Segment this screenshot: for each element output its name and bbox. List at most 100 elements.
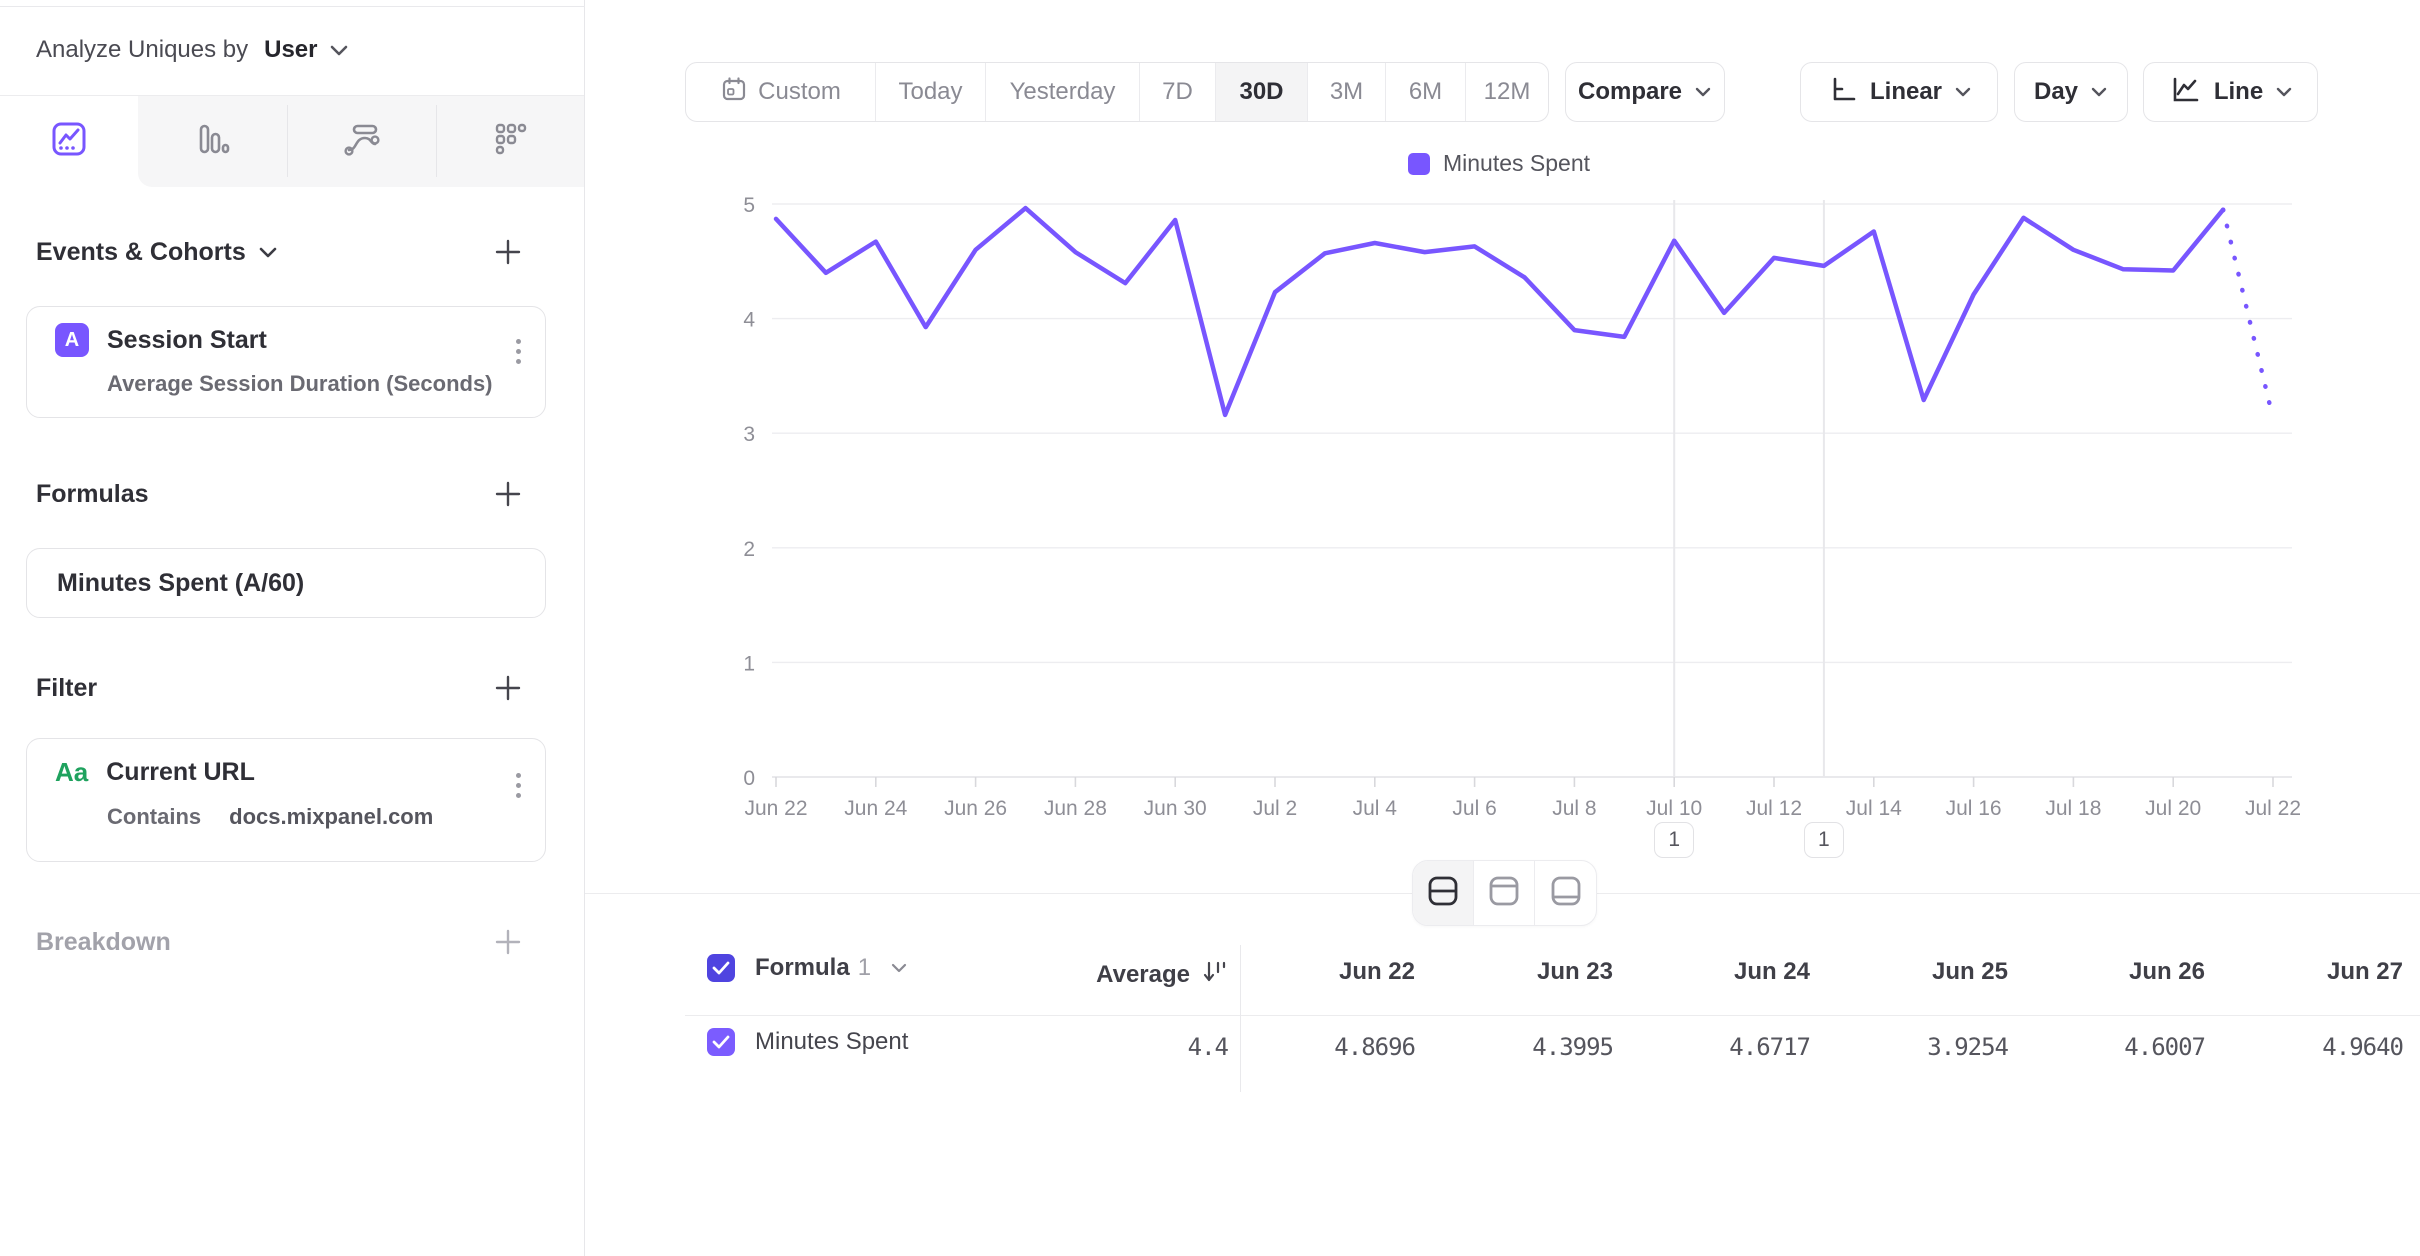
event-card-session-start[interactable]: A Session Start Average Session Duration… [26, 306, 546, 418]
date-range-label: 12M [1483, 78, 1531, 105]
x-axis-tick-label: Jun 30 [1144, 797, 1207, 820]
divider [436, 105, 437, 177]
x-axis-tick-label: Jul 6 [1452, 797, 1496, 820]
formula-group-label[interactable]: Formula [755, 954, 850, 981]
analyze-uniques-selector[interactable]: User [264, 36, 318, 63]
tab-retention[interactable] [436, 96, 584, 187]
breakdown-header: Breakdown [36, 926, 171, 958]
formulas-title: Formulas [36, 479, 149, 508]
y-axis-tick-label: 3 [743, 423, 755, 446]
granularity-selector-button[interactable]: Day [2014, 62, 2128, 122]
average-value-cell: 4.4 [1187, 1033, 1229, 1061]
formulas-header: Formulas [36, 478, 149, 510]
table-date-header[interactable]: Jun 26 [2128, 958, 2205, 985]
table-date-header[interactable]: Jun 25 [1931, 958, 2008, 985]
table-date-header[interactable]: Jun 24 [1733, 958, 1810, 985]
y-axis-tick-label: 2 [743, 538, 755, 561]
date-range-30d[interactable]: 30D [1216, 63, 1308, 121]
retention-tab-icon [489, 118, 531, 165]
tab-flows[interactable] [287, 96, 436, 187]
date-range-label: Custom [758, 78, 841, 105]
chart-legend[interactable]: Minutes Spent [1408, 150, 1590, 177]
scale-label: Linear [1869, 78, 1943, 105]
add-breakdown-button[interactable] [490, 924, 526, 960]
series-checkbox[interactable] [707, 1028, 735, 1056]
date-range-7d[interactable]: 7D [1140, 63, 1216, 121]
y-axis-tick-label: 4 [743, 309, 755, 332]
annotation-badge[interactable]: 1 [1803, 822, 1844, 858]
series-row-label[interactable]: Minutes Spent [755, 1028, 909, 1055]
x-axis-tick-label: Jul 18 [2045, 797, 2101, 820]
series-line[interactable] [773, 205, 2226, 418]
table-date-header[interactable]: Jun 27 [2326, 958, 2403, 985]
calendar-icon [720, 75, 748, 110]
series-line-incomplete [2220, 207, 2276, 421]
query-builder-sidebar: Analyze Uniques by User [0, 0, 585, 1256]
table-value-cell: 4.9640 [2322, 1033, 2404, 1061]
date-range-custom[interactable]: Custom [686, 63, 876, 121]
x-axis-tick-label: Jul 8 [1552, 797, 1596, 820]
sort-descending-icon[interactable] [1200, 958, 1228, 991]
divider [685, 1015, 2420, 1016]
filter-title: Filter [36, 673, 98, 702]
table-header-group: Formula 1 [707, 954, 907, 982]
line-chart[interactable]: 0 1 2 3 4 5 Jun 22 Jun 24 Jun 26 Jun 28 Jun 30 Jul … [680, 190, 2360, 890]
chart-type-selector-button[interactable]: Line [2143, 62, 2318, 122]
event-card-aggregation[interactable]: Average Session Duration (Seconds) [107, 371, 493, 396]
formula-card[interactable]: Minutes Spent (A/60) [26, 548, 546, 618]
event-card-title: Session Start [107, 325, 267, 354]
x-axis-tick-label: Jul 10 [1646, 797, 1702, 820]
kebab-menu-icon[interactable] [510, 767, 527, 804]
string-property-icon: Aa [55, 757, 89, 787]
layout-chart-view-button[interactable] [1474, 861, 1535, 925]
formula-card-title: Minutes Spent (A/60) [57, 568, 305, 597]
chevron-down-icon [2090, 86, 2108, 98]
date-range-6m[interactable]: 6M [1386, 63, 1466, 121]
table-value-cell: 4.6717 [1729, 1033, 1811, 1061]
filter-operator[interactable]: Contains [107, 804, 202, 829]
x-axis-tick-label: Jul 2 [1253, 797, 1297, 820]
annotation-badge[interactable]: 1 [1654, 822, 1695, 858]
chevron-down-icon[interactable] [891, 963, 907, 974]
chevron-down-icon[interactable] [328, 43, 350, 57]
events-cohorts-header[interactable]: Events & Cohorts [36, 236, 278, 268]
x-axis-tick-label: Jul 16 [1946, 797, 2002, 820]
chevron-down-icon [1694, 86, 1712, 98]
date-range-yesterday[interactable]: Yesterday [986, 63, 1140, 121]
add-formula-button[interactable] [490, 476, 526, 512]
date-range-label: 3M [1329, 78, 1364, 105]
compare-button[interactable]: Compare [1565, 62, 1725, 122]
date-range-today[interactable]: Today [876, 63, 986, 121]
table-date-header[interactable]: Jun 22 [1338, 958, 1415, 985]
date-range-12m[interactable]: 12M [1466, 63, 1548, 121]
legend-series-label: Minutes Spent [1443, 150, 1591, 176]
layout-split-icon [1424, 873, 1462, 914]
scale-selector-button[interactable]: Linear [1800, 62, 1998, 122]
layout-split-view-button[interactable] [1413, 861, 1474, 925]
date-range-3m[interactable]: 3M [1308, 63, 1386, 121]
tab-funnels[interactable] [138, 96, 287, 187]
line-chart-icon [2168, 72, 2202, 113]
chart-type-label: Line [2213, 78, 2264, 105]
x-axis-tick-label: Jun 24 [844, 797, 907, 820]
select-all-checkbox[interactable] [707, 954, 735, 982]
filter-card-current-url[interactable]: Aa Current URL Contains docs.mixpanel.co… [26, 738, 546, 862]
tab-insights[interactable] [0, 96, 138, 187]
events-cohorts-title: Events & Cohorts [36, 237, 246, 266]
table-date-header[interactable]: Jun 23 [1536, 958, 1613, 985]
layout-table-view-button[interactable] [1535, 861, 1596, 925]
x-axis-tick-label: Jul 12 [1746, 797, 1802, 820]
average-column-header[interactable]: Average [1096, 958, 1228, 991]
table-value-cell: 4.6007 [2124, 1033, 2206, 1061]
add-filter-button[interactable] [490, 670, 526, 706]
x-axis-tick-label: Jun 26 [944, 797, 1007, 820]
report-type-tabbar [0, 95, 584, 187]
date-range-label: Today [898, 78, 963, 105]
divider [0, 95, 584, 96]
filter-value[interactable]: docs.mixpanel.com [229, 804, 434, 829]
add-event-button[interactable] [490, 234, 526, 270]
chevron-down-icon [2275, 86, 2293, 98]
kebab-menu-icon[interactable] [510, 333, 527, 370]
linear-scale-icon [1826, 73, 1858, 112]
